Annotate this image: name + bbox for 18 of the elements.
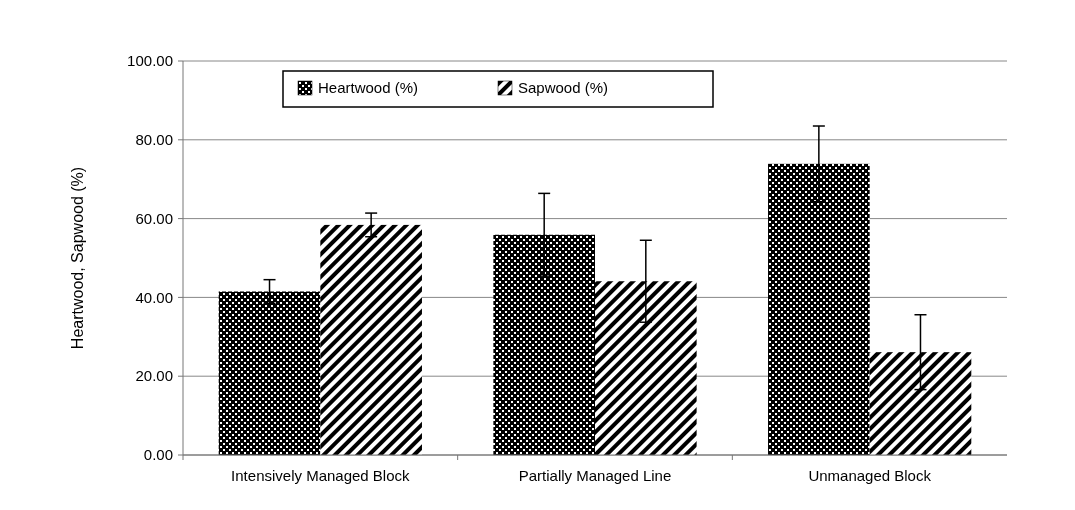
y-tick-label: 0.00 [143, 446, 173, 464]
x-tick-label: Intensively Managed Block [231, 467, 411, 484]
y-axis-title: Heartwood, Sapwood (%) [69, 166, 86, 350]
x-tick-label: Partially Managed Line [518, 467, 672, 484]
y-tick-label: 40.00 [135, 288, 173, 306]
y-tick-label: 20.00 [135, 367, 173, 385]
x-tick-label: Unmanaged Block [808, 467, 932, 484]
legend-label: Sapwood (%) [518, 79, 609, 96]
y-tick-label: 100.00 [127, 52, 173, 70]
legend-label: Heartwood (%) [318, 79, 419, 96]
bar [869, 352, 972, 455]
y-tick-label: 80.00 [135, 131, 173, 149]
bar [595, 281, 697, 455]
bar [218, 291, 321, 455]
bar [320, 224, 422, 455]
y-tick-label: 60.00 [135, 209, 173, 227]
bar [768, 163, 870, 455]
bar [493, 234, 595, 455]
